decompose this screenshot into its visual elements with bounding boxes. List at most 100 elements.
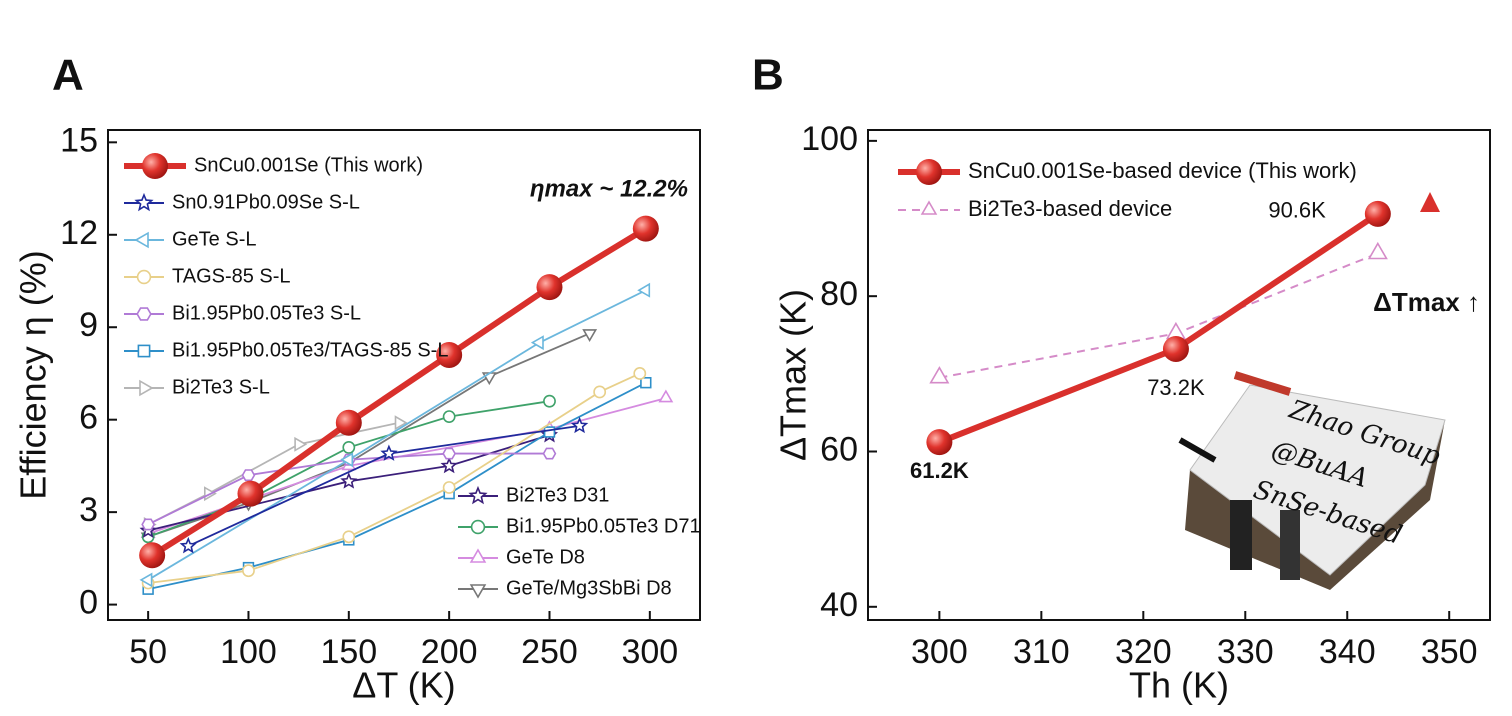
legend-label: TAGS-85 S-L	[172, 265, 291, 287]
marker	[442, 410, 456, 424]
y-tick-label: 9	[79, 306, 98, 344]
legend-label: SnCu0.001Se-based device (This work)	[968, 158, 1357, 183]
marker	[536, 274, 563, 301]
marker	[658, 389, 674, 403]
series-line	[147, 381, 647, 591]
value-label: 61.2K	[910, 458, 969, 483]
marker	[1364, 200, 1391, 227]
x-tick-label: 150	[320, 633, 377, 671]
marker	[335, 409, 362, 436]
annotation: ΔTmax ↑	[1373, 287, 1480, 317]
y-tick-label: 80	[820, 275, 858, 313]
panel-label: A	[52, 51, 84, 100]
marker	[442, 481, 456, 494]
plot-frame	[867, 129, 1491, 621]
marker	[582, 329, 598, 343]
legend-marker	[136, 269, 152, 285]
y-tick-label: 6	[79, 399, 98, 437]
annotation: ηmax ~ 12.2%	[530, 175, 688, 202]
legend-label: GeTe/Mg3SbBi D8	[506, 577, 672, 599]
marker	[241, 469, 256, 482]
x-tick-label: 50	[129, 633, 167, 671]
panel-label: B	[752, 51, 784, 100]
x-tick-label: 200	[421, 633, 478, 671]
y-tick-label: 60	[820, 430, 858, 468]
x-tick-label: 300	[621, 633, 678, 671]
marker	[380, 444, 398, 461]
legend-marker	[142, 153, 168, 179]
series-line	[148, 372, 641, 584]
x-tick-label: 320	[1115, 633, 1172, 671]
marker	[342, 530, 356, 544]
marker	[340, 472, 358, 489]
x-tick-label: 310	[1013, 633, 1070, 671]
marker	[294, 436, 308, 452]
legend-label: Bi2Te3 D31	[506, 484, 609, 506]
legend-marker	[134, 231, 149, 249]
legend-marker	[468, 485, 488, 505]
x-axis-label: Th (K)	[1129, 665, 1229, 706]
legend-label: GeTe D8	[506, 546, 585, 568]
legend-marker	[469, 548, 487, 563]
marker	[139, 542, 166, 569]
marker	[141, 518, 156, 531]
legend-label: Bi2Te3 S-L	[172, 376, 270, 398]
y-axis-label: ΔTmax (K)	[773, 289, 814, 461]
marker	[1367, 241, 1388, 260]
x-tick-label: 350	[1421, 633, 1478, 671]
marker	[637, 282, 651, 298]
y-tick-label: 12	[60, 214, 98, 252]
series-line	[147, 332, 590, 538]
marker	[640, 377, 652, 389]
inset-photo	[1178, 371, 1446, 590]
x-axis-label: ΔT (K)	[352, 665, 455, 706]
y-tick-label: 3	[79, 491, 98, 529]
marker	[442, 447, 457, 460]
marker	[436, 341, 463, 368]
legend-marker	[139, 379, 154, 397]
arrow	[1420, 192, 1440, 212]
marker	[530, 335, 544, 351]
legend-label: SnCu0.001Se (This work)	[194, 154, 423, 176]
value-label: 90.6K	[1268, 198, 1326, 223]
marker	[570, 416, 589, 434]
legend-marker	[137, 344, 151, 358]
legend-label: Bi1.95Pb0.05Te3 D71	[506, 515, 701, 537]
marker	[593, 385, 607, 399]
marker	[139, 572, 153, 588]
marker	[1162, 335, 1189, 362]
x-tick-label: 300	[911, 633, 968, 671]
legend-marker	[470, 519, 486, 535]
y-tick-label: 15	[60, 121, 98, 159]
value-label: 73.2K	[1147, 375, 1205, 400]
y-tick-label: 100	[801, 120, 858, 158]
marker	[929, 366, 950, 384]
marker	[633, 367, 647, 380]
marker	[342, 441, 356, 454]
x-tick-label: 100	[220, 633, 277, 671]
legend-marker	[134, 192, 154, 212]
marker	[237, 480, 264, 507]
legend-label: GeTe S-L	[172, 228, 256, 250]
legend-label: Bi2Te3-based device	[968, 196, 1172, 221]
legend-marker	[916, 159, 942, 185]
y-tick-label: 0	[79, 584, 98, 622]
marker	[179, 536, 197, 554]
series-line	[939, 252, 1379, 379]
series-line	[150, 226, 648, 558]
marker	[340, 452, 354, 468]
legend-marker	[920, 200, 938, 215]
x-tick-label: 250	[521, 633, 578, 671]
marker	[394, 415, 408, 431]
legend-label: Bi1.95Pb0.05Te3 S-L	[172, 302, 361, 324]
marker	[440, 456, 458, 474]
legend-label: Sn0.91Pb0.09Se S-L	[172, 191, 360, 213]
marker	[543, 394, 556, 408]
legend-marker	[469, 584, 487, 599]
marker	[543, 426, 556, 438]
marker	[242, 564, 255, 578]
legend-label: Bi1.95Pb0.05Te3/TAGS-85 S-L	[172, 339, 448, 361]
series-line	[147, 289, 647, 581]
